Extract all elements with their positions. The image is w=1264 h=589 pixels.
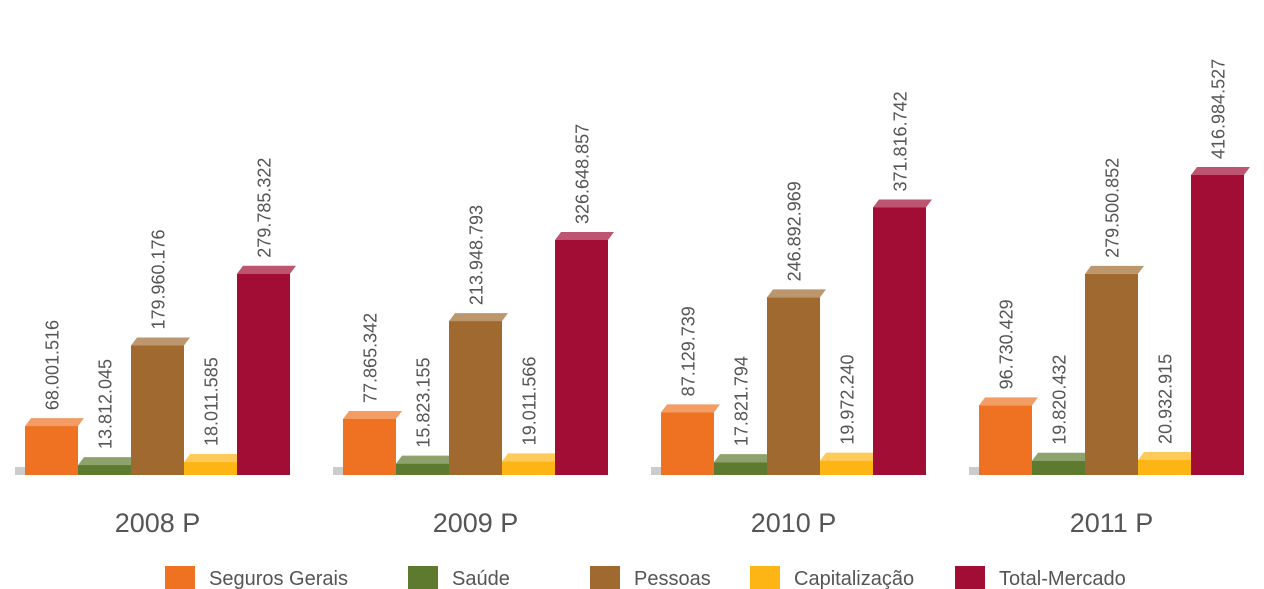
bar [1085, 273, 1138, 475]
legend-swatch [955, 566, 985, 589]
category-label: 2011 P [1070, 508, 1154, 538]
bar-top [714, 454, 773, 463]
bar [1191, 175, 1244, 475]
value-label: 96.730.429 [997, 299, 1017, 389]
value-label: 416.984.527 [1209, 59, 1229, 159]
value-label: 13.812.045 [96, 359, 116, 449]
value-label: 68.001.516 [43, 320, 63, 410]
bar-top [1138, 451, 1197, 460]
value-label: 20.932.915 [1156, 354, 1176, 444]
value-label: 18.011.585 [202, 357, 222, 446]
bar-top [78, 457, 137, 466]
bar-top [820, 452, 879, 461]
bar-top [449, 313, 508, 322]
legend-label: Saúde [452, 568, 510, 589]
legend-swatch [750, 566, 780, 589]
value-label: 19.820.432 [1050, 355, 1070, 445]
category-label: 2010 P [751, 508, 837, 538]
bar [820, 460, 873, 475]
bar-top [25, 418, 84, 427]
bar [343, 418, 396, 475]
bar-top [237, 265, 296, 274]
bar-top [767, 289, 826, 298]
bar-top [343, 410, 402, 419]
bar [661, 412, 714, 475]
value-label: 17.821.794 [732, 356, 752, 446]
bar [767, 297, 820, 475]
value-label: 326.648.857 [573, 124, 593, 224]
value-label: 15.823.155 [414, 358, 434, 448]
legend-swatch [165, 566, 195, 589]
legend-label: Total-Mercado [999, 568, 1126, 589]
bar-top [131, 337, 190, 346]
value-label: 77.865.342 [361, 313, 381, 403]
legend-label: Pessoas [634, 568, 711, 589]
bar [555, 239, 608, 475]
bar [449, 321, 502, 475]
bar [1138, 459, 1191, 475]
bar [396, 463, 449, 475]
legend-swatch [590, 566, 620, 589]
category-label: 2008 P [115, 508, 201, 538]
bar-top [1032, 452, 1091, 461]
legend-label: Seguros Gerais [209, 568, 348, 589]
bar-top [979, 397, 1038, 406]
bar [979, 405, 1032, 475]
bar [184, 462, 237, 475]
bar [237, 273, 290, 475]
bar-top [396, 455, 455, 464]
bar-top [502, 453, 561, 462]
bar [25, 426, 78, 475]
bar-top [661, 404, 720, 413]
value-label: 19.011.566 [520, 357, 540, 446]
value-label: 246.892.969 [785, 181, 805, 281]
bar-top [184, 454, 243, 463]
bar [714, 462, 767, 475]
value-label: 213.948.793 [467, 205, 487, 305]
bar-top [555, 231, 614, 240]
bar [1032, 460, 1085, 475]
category-label: 2009 P [433, 508, 519, 538]
bar-top [873, 199, 932, 208]
value-label: 371.816.742 [891, 91, 911, 191]
legend-swatch [408, 566, 438, 589]
value-label: 19.972.240 [838, 355, 858, 445]
value-label: 87.129.739 [679, 306, 699, 396]
legend-label: Capitalização [794, 568, 914, 589]
value-label: 279.785.322 [255, 158, 275, 258]
bar [131, 345, 184, 475]
value-label: 179.960.176 [149, 229, 169, 329]
bar [873, 207, 926, 475]
bar [502, 461, 555, 475]
bar-top [1191, 167, 1250, 175]
value-label: 279.500.852 [1103, 158, 1123, 258]
bar [78, 465, 131, 475]
bar-top [1085, 265, 1144, 274]
